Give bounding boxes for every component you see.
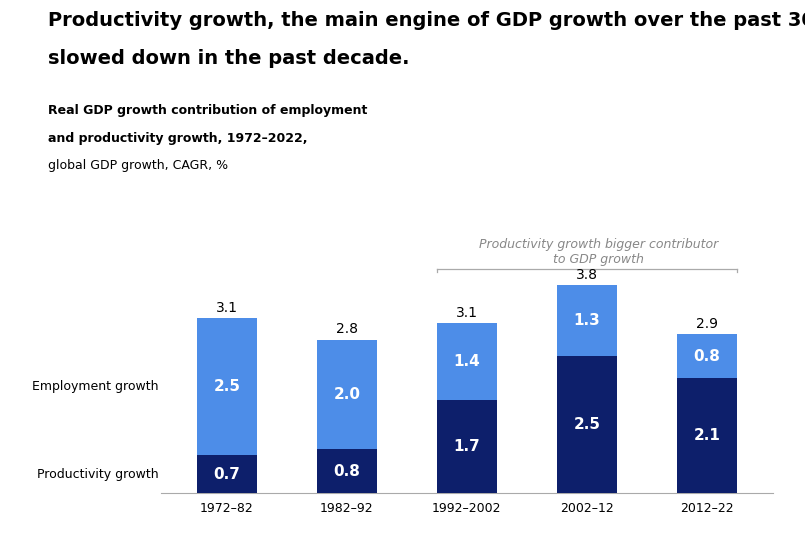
Text: 3.8: 3.8 xyxy=(576,267,598,282)
Text: Productivity growth bigger contributor
to GDP growth: Productivity growth bigger contributor t… xyxy=(479,238,719,266)
Bar xyxy=(317,449,377,493)
Text: 2.5: 2.5 xyxy=(213,379,241,394)
Bar xyxy=(557,356,617,493)
Text: 3.1: 3.1 xyxy=(456,306,478,320)
Text: 1.4: 1.4 xyxy=(453,354,481,369)
Bar xyxy=(677,378,737,493)
Bar xyxy=(197,318,257,455)
Text: and productivity growth, 1972–2022,: and productivity growth, 1972–2022, xyxy=(48,132,308,145)
Text: global GDP growth, CAGR, %: global GDP growth, CAGR, % xyxy=(48,159,229,172)
Text: 0.8: 0.8 xyxy=(333,464,361,479)
Text: 2.9: 2.9 xyxy=(696,317,718,331)
Bar xyxy=(437,323,497,400)
Text: Employment growth: Employment growth xyxy=(32,380,159,393)
Text: Productivity growth, the main engine of GDP growth over the past 30 years,: Productivity growth, the main engine of … xyxy=(48,11,805,30)
Text: Productivity growth: Productivity growth xyxy=(37,467,159,481)
Bar xyxy=(437,400,497,493)
Text: 2.5: 2.5 xyxy=(573,417,601,432)
Text: 3.1: 3.1 xyxy=(216,300,238,315)
Text: Real GDP growth contribution of employment: Real GDP growth contribution of employme… xyxy=(48,104,368,117)
Text: 1.7: 1.7 xyxy=(453,439,481,454)
Text: 2.8: 2.8 xyxy=(336,322,358,336)
Text: 1.3: 1.3 xyxy=(573,313,601,328)
Bar xyxy=(677,334,737,378)
Bar xyxy=(557,285,617,356)
Text: 2.0: 2.0 xyxy=(333,387,361,402)
Text: slowed down in the past decade.: slowed down in the past decade. xyxy=(48,49,410,68)
Bar xyxy=(317,340,377,449)
Text: 0.7: 0.7 xyxy=(213,466,241,482)
Text: 0.8: 0.8 xyxy=(693,349,720,364)
Bar xyxy=(197,455,257,493)
Text: 2.1: 2.1 xyxy=(693,428,720,443)
